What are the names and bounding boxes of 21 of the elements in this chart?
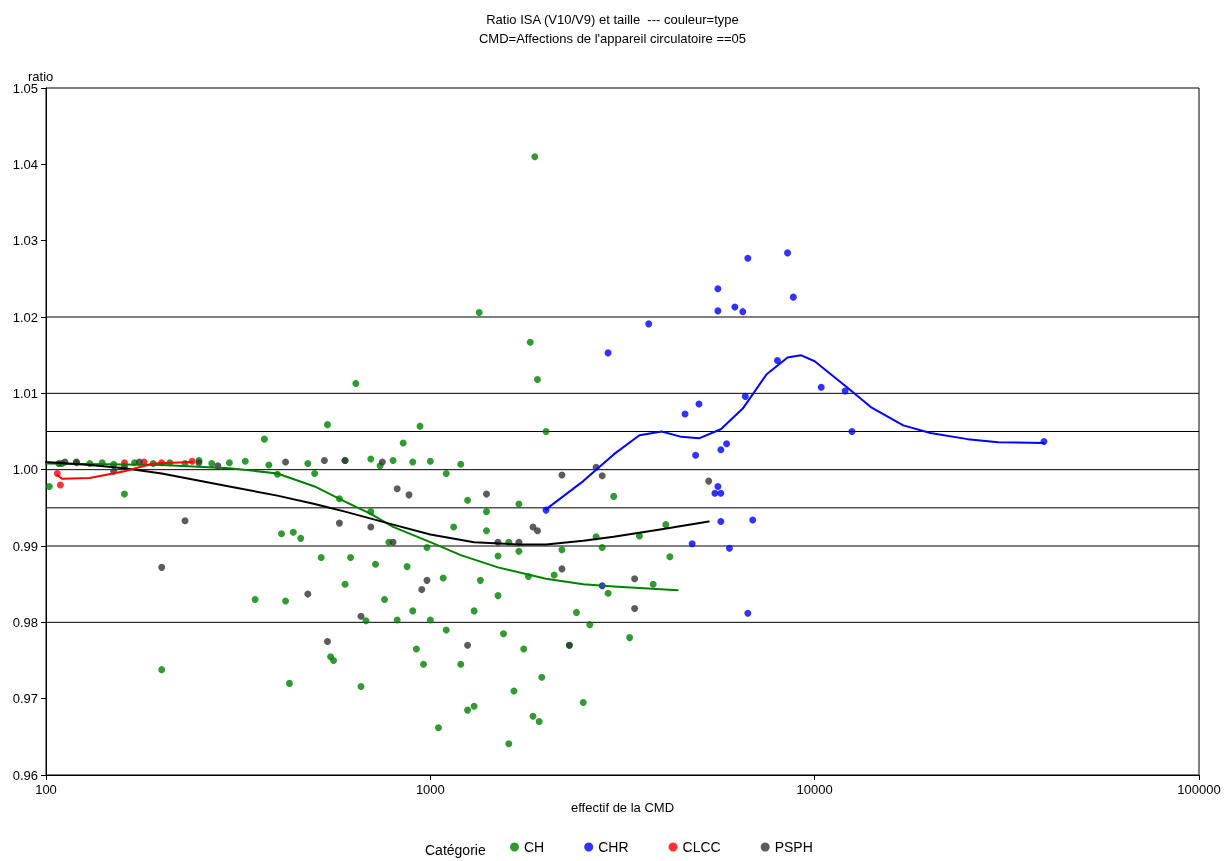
y-tick-label: 1.00 [12,462,38,478]
x-tick-label: 1000 [415,782,445,797]
y-tick-label: 0.97 [12,691,38,707]
x-axis-title: effectif de la CMD [570,800,675,815]
legend-label: CH [524,839,545,855]
chart-subtitle: CMD=Affections de l'appareil circulatoire ==05 [478,31,747,46]
y-tick-label: 1.02 [12,309,38,325]
y-tick-label: 0.98 [12,614,38,630]
x-tick-label: 100000 [1177,782,1221,797]
y-tick-label: 1.04 [12,156,38,172]
y-tick-label: 1.01 [12,385,38,401]
legend-label: CHR [598,839,629,855]
x-tick-label: 100 [35,782,57,797]
y-tick-label: 1.03 [12,233,38,249]
y-tick-label: 0.99 [12,538,38,554]
legend-title: Catégorie [425,842,486,858]
legend-label: CLCC [682,839,721,855]
y-tick-label: 0.96 [12,767,38,783]
chart-title: Ratio ISA (V10/V9) et taille --- couleur=type [486,12,739,27]
x-tick-label: 10000 [796,782,833,797]
legend-label: PSPH [774,839,813,855]
